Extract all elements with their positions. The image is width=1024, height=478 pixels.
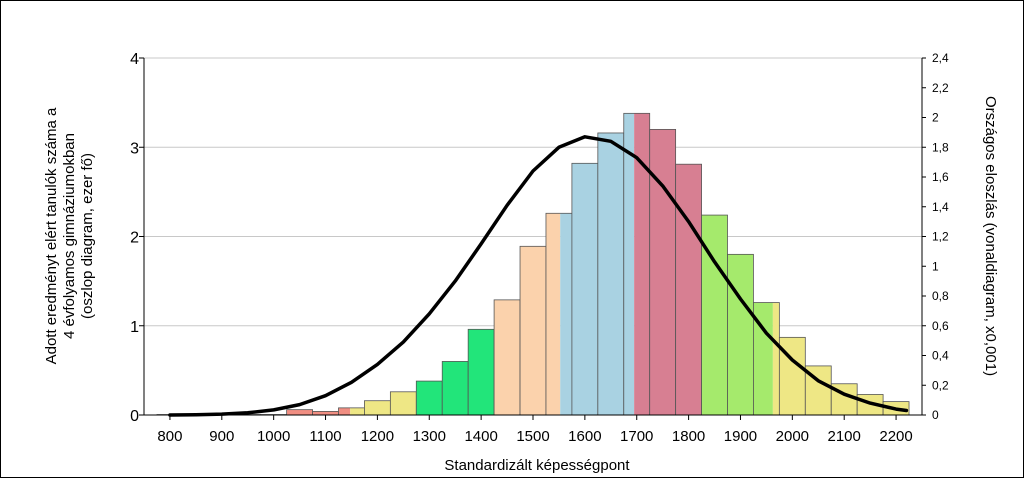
bar-1100-segment-0	[312, 411, 339, 415]
y2-tick-label-0: 0	[932, 408, 939, 422]
y-tick-labels: 0 1 2 3 4	[130, 51, 139, 425]
x-tick-label-1500: 1500	[516, 428, 549, 445]
x-tick-label-1800: 1800	[672, 428, 705, 445]
x-tick-label-2200: 2200	[879, 428, 912, 445]
x-tick-label-1000: 1000	[257, 428, 290, 445]
bar-1550-segment-1	[560, 213, 572, 415]
y-axis-label-line-2: 4 évfolyamos gimnáziumokban	[61, 133, 78, 339]
bar-1600	[571, 162, 599, 416]
x-tick-label-900: 900	[209, 428, 234, 445]
y2-tick-label-7: 1,4	[932, 200, 949, 214]
y2-tick-label-8: 1,6	[932, 170, 949, 184]
bar-1900-segment-0	[727, 254, 754, 415]
bar-1450	[493, 299, 521, 416]
y-tick-label-4: 4	[130, 51, 139, 68]
bar-1900	[727, 253, 754, 416]
y2-tick-labels: 0 0,2 0,4 0,6 0,8 1 1,2 1,4 1,6 1,8 2 2,2 2,4	[932, 51, 949, 422]
y2-axis-label-text: Országos eloszlás (vonaldiagram, x0,001)	[982, 96, 999, 376]
y2-tick-label-10: 2	[932, 111, 939, 125]
y2-tick-label-5: 1	[932, 259, 939, 273]
y2-tick-label-4: 0,8	[932, 289, 949, 303]
x-tick-label-1100: 1100	[309, 428, 341, 445]
x-tick-label-1700: 1700	[620, 428, 653, 445]
bar-1950-segment-0	[753, 302, 773, 415]
bar-1350-segment-0	[442, 361, 469, 415]
bar-1550	[545, 212, 573, 416]
bar-1200	[364, 400, 391, 416]
bar-1550-segment-0	[545, 213, 561, 415]
x-axis-label: Standardizált képességpont	[444, 457, 630, 474]
y2-tick-label-6: 1,2	[932, 230, 949, 244]
bar-1800	[675, 163, 702, 416]
y2-tick-label-3: 0,6	[932, 319, 949, 333]
bar-1150-segment-1	[350, 407, 365, 415]
bar-1150	[338, 407, 365, 416]
bar-1150-segment-0	[338, 407, 351, 415]
y2-axis-label: Országos eloszlás (vonaldiagram, x0,001)	[982, 96, 999, 376]
bar-1650-segment-0	[597, 132, 624, 415]
bar-1250	[389, 391, 417, 416]
y-tick-label-3: 3	[130, 140, 139, 157]
y2-tick-label-12: 2,4	[932, 51, 949, 65]
y2-tick-label-9: 1,8	[932, 140, 949, 154]
y-axis-label-line-1: Adott eredményt elért tanulók száma a	[43, 107, 60, 364]
bar-1200-segment-0	[364, 400, 391, 415]
bar-1500	[519, 245, 547, 416]
bar-1700-segment-0	[623, 113, 635, 416]
y2-tick-label-1: 0,2	[932, 378, 949, 392]
y-tick-label-2: 2	[130, 230, 139, 247]
bar-1950-segment-1	[772, 302, 780, 415]
x-tick-label-2100: 2100	[828, 428, 861, 445]
bar-1650	[597, 132, 625, 416]
bar-1050-segment-0	[286, 409, 313, 415]
bar-1600-segment-0	[571, 163, 598, 415]
bar-1250-segment-0	[390, 391, 417, 415]
bar-1750-segment-0	[649, 129, 676, 415]
x-tick-label-800: 800	[157, 428, 182, 445]
y-tick-label-0: 0	[130, 408, 139, 425]
axes	[139, 57, 926, 420]
bar-1800-segment-0	[675, 164, 702, 415]
bars	[156, 112, 910, 416]
distribution-curve	[168, 135, 909, 417]
y-axis-label: Adott eredményt elért tanulók száma a 4 …	[43, 107, 96, 364]
y-tick-label-1: 1	[130, 319, 139, 336]
x-tick-label-2000: 2000	[776, 428, 809, 445]
bar-1050	[286, 409, 313, 416]
x-tick-label-1600: 1600	[568, 428, 601, 445]
bar-1400-segment-0	[468, 329, 495, 415]
bar-1500-segment-0	[520, 246, 546, 415]
bar-1400	[467, 328, 495, 416]
bar-1350	[441, 361, 469, 416]
x-tick-label-1200: 1200	[361, 428, 394, 445]
x-tick-label-1400: 1400	[464, 428, 497, 445]
bar-1700-segment-1	[634, 113, 650, 416]
y2-tick-label-11: 2,2	[932, 81, 949, 95]
bar-1450-segment-0	[494, 299, 521, 415]
bar-1100	[312, 411, 339, 416]
x-tick-labels: 800 900 1000 1100 1200 1300 1400 1500 1600 1700 18…	[157, 428, 912, 445]
bar-1750	[649, 128, 677, 416]
bar-1300	[415, 380, 443, 416]
y2-tick-label-2: 0,4	[932, 349, 949, 363]
y-axis-label-line-3: (oszlop diagram, ezer fő)	[79, 153, 96, 319]
x-tick-label-1300: 1300	[413, 428, 446, 445]
bar-1300-segment-0	[416, 381, 443, 415]
x-tick-label-1900: 1900	[724, 428, 757, 445]
